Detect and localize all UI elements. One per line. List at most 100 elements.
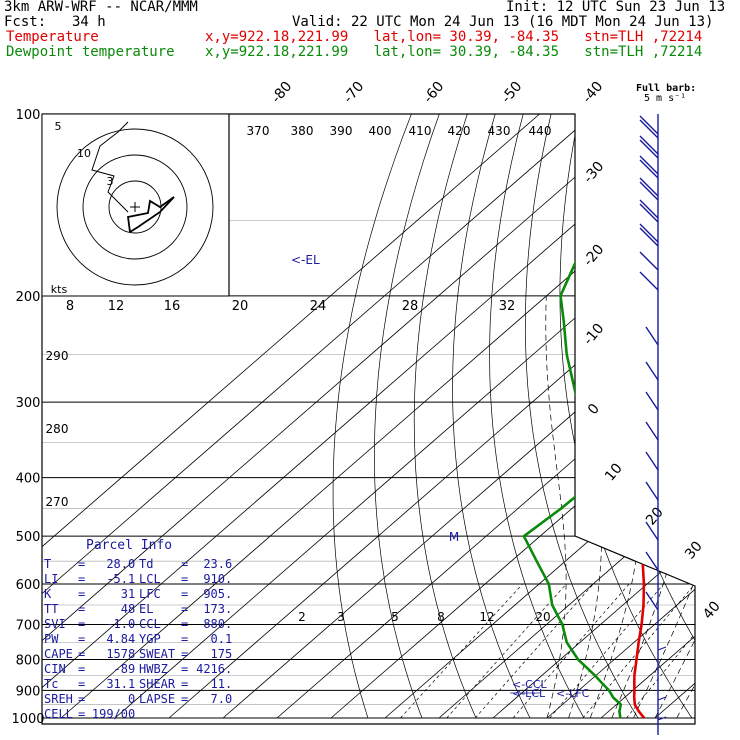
parcel-info-eq: = — [181, 602, 189, 616]
parcel-info-value — [181, 707, 225, 722]
theta-label: 420 — [448, 124, 471, 138]
parcel-info-eq: = — [181, 557, 189, 571]
parcel-info-row: LI = -5.1 LCL = 910. — [44, 572, 244, 587]
parcel-info-cell: SVI = -1.0 — [44, 617, 139, 632]
pressure-tick-label: 900 — [16, 684, 41, 699]
parcel-info-cell: YGP = 0.1 — [139, 632, 234, 647]
parcel-info-key: Tc — [44, 677, 66, 691]
isotherm — [709, 114, 740, 718]
moist-adiabat — [633, 295, 695, 719]
parcel-info-key: HWBZ — [139, 662, 176, 676]
parcel-info-cell: CIN = -89 — [44, 662, 139, 677]
mixing-ratio-label: 8 — [437, 610, 445, 624]
moist-adiabat — [654, 295, 695, 719]
parcel-info-row: CIN = -89 HWBZ = 4216. — [44, 662, 244, 677]
sounding-traces — [522, 114, 695, 719]
pressure-tick-label: 300 — [16, 396, 41, 411]
parcel-info-eq: = — [78, 677, 86, 691]
isotherm-label: -10 — [580, 321, 607, 349]
wind-barb — [645, 326, 659, 346]
speed-scale-label: 32 — [499, 299, 516, 314]
isotherm — [42, 114, 648, 719]
parcel-info-eq: = — [78, 707, 86, 721]
speed-scale-label: 12 — [108, 299, 125, 314]
parcel-info-cell: LI = -5.1 — [44, 572, 139, 587]
parcel-info-value: 31.1 — [106, 677, 136, 691]
isotherm — [222, 114, 695, 719]
parcel-info-value: 905. — [203, 587, 233, 601]
dry-adiabat — [489, 114, 585, 719]
parcel-info-key: CELL — [44, 707, 81, 721]
barb-legend-line1: Full barb: — [636, 83, 697, 94]
mixing-ratio-line — [475, 583, 594, 719]
theta-label: 370 — [247, 124, 270, 138]
parcel-info-key: Td — [139, 557, 161, 571]
theta-label: 290 — [46, 349, 69, 363]
moist-adiabat — [589, 295, 644, 719]
wind-barb — [639, 251, 659, 271]
mixing-ratio-line — [400, 583, 523, 719]
parcel-info-cell: LAPSE = 7.0 — [139, 692, 234, 707]
model-label: 3km ARW-WRF -- NCAR/MMM — [4, 0, 198, 15]
forecast-hour: 34 h — [72, 14, 106, 30]
mixing-ratio-line — [446, 583, 567, 719]
pressure-tick-label: 400 — [16, 472, 41, 487]
parcel-info-key: CIN — [44, 662, 73, 676]
isotherm-label: 0 — [585, 401, 603, 418]
isotherm — [600, 114, 695, 719]
parcel-marker: M — [449, 530, 459, 544]
isotherm-label: -30 — [580, 159, 607, 187]
parcel-info-row: SREH = 0 LAPSE = 7.0 — [44, 692, 244, 707]
parcel-info-cell: CAPE = 1578 — [44, 647, 139, 662]
isotherm — [276, 114, 695, 719]
isotherm-label: 40 — [700, 598, 724, 622]
parcel-info-key: CCL — [139, 617, 168, 631]
parcel-info-value: 4216. — [196, 662, 233, 676]
hodograph-ring — [82, 154, 188, 260]
hodograph-inset: 5 10 3 kts — [41, 113, 230, 297]
parcel-info-value: 880. — [203, 617, 233, 631]
moist-adiabat — [545, 295, 567, 719]
isotherm-label: -20 — [580, 242, 607, 270]
parcel-info-key: YGP — [139, 632, 168, 646]
wind-barb — [645, 591, 659, 611]
wind-barb — [639, 135, 659, 155]
mixing-ratio-line — [582, 583, 695, 719]
parcel-info-value: 199/00 — [91, 707, 136, 721]
parcel-info-value: 28.0 — [106, 557, 136, 571]
parcel-info-panel: Parcel Info T = 28.0 Td = 23.6 LI = -5.1 LCL =… — [44, 538, 244, 722]
parcel-info-row: Tc = 31.1 SHEAR = 11. — [44, 677, 244, 692]
parcel-info-value: 4.84 — [106, 632, 136, 646]
parcel-info-key — [139, 707, 181, 722]
isotherm — [546, 114, 695, 719]
parcel-info-key: PW — [44, 632, 66, 646]
parcel-info-key: EL — [139, 602, 161, 616]
isotherm — [42, 114, 594, 719]
isotherm — [492, 114, 695, 719]
parcel-info-value: 910. — [203, 572, 233, 586]
parcel-info-cell: CELL = 199/00 — [44, 707, 139, 722]
parcel-info-key: SWEAT — [139, 647, 183, 661]
wind-barb — [639, 227, 659, 247]
parcel-info-cell: HWBZ = 4216. — [139, 662, 234, 677]
moist-adiabat — [676, 295, 695, 719]
parcel-info-eq: = — [78, 572, 86, 586]
parcel-info-cell: T = 28.0 — [44, 557, 139, 572]
isotherm-label: -60 — [420, 79, 447, 107]
parcel-info-cell: TT = 48 — [44, 602, 139, 617]
hodograph-unit-label: kts — [51, 283, 68, 296]
pressure-tick-label: 1000 — [11, 712, 44, 727]
parcel-info-row: T = 28.0 Td = 23.6 — [44, 557, 244, 572]
wind-barb — [645, 361, 659, 381]
isotherm — [168, 114, 695, 719]
wind-barb — [657, 696, 667, 701]
barb-legend-line2: 5 m s⁻¹ — [644, 93, 687, 104]
theta-label: 390 — [330, 124, 353, 138]
wind-barb — [645, 521, 659, 541]
parcel-info-key: SREH — [44, 692, 81, 706]
isotherm-label: -70 — [340, 79, 367, 107]
mixing-ratio-label: 5 — [391, 610, 399, 624]
isotherm — [330, 114, 695, 719]
isotherm-label: 20 — [643, 504, 667, 528]
